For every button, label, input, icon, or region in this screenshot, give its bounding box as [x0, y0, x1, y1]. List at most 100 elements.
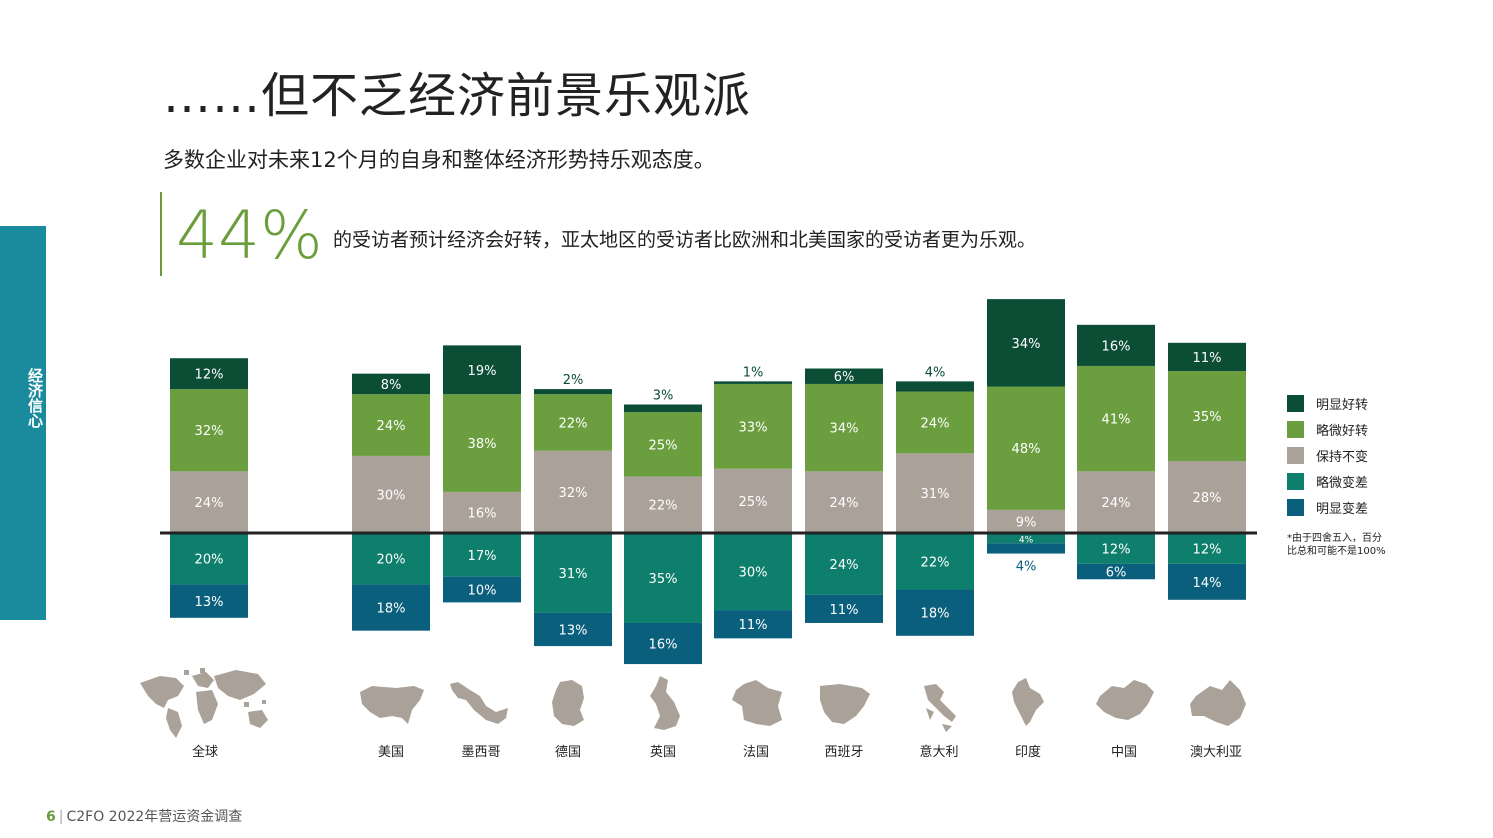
- bar-slightly-worse: [896, 533, 974, 590]
- label-much-worse: 11%: [739, 618, 768, 633]
- bar-much-worse: [1077, 563, 1155, 580]
- category-label: 德国: [554, 745, 581, 760]
- bar-slightly-better: [805, 383, 883, 472]
- label-slightly-better: 24%: [921, 416, 950, 431]
- label-much-better: 1%: [743, 365, 764, 380]
- bar-unchanged: [534, 450, 612, 533]
- germany-map-icon: [552, 680, 584, 726]
- page-number: 6: [46, 809, 56, 825]
- label-slightly-worse: 20%: [195, 553, 224, 568]
- side-tab: 经济信心: [0, 226, 46, 620]
- legend-item-slightly-worse: 略微变差: [1287, 468, 1368, 494]
- bar-slightly-worse: [1168, 533, 1246, 564]
- legend-item-much-worse: 明显变差: [1287, 494, 1368, 520]
- bar-much-worse: [987, 543, 1065, 554]
- highlight-stat: 44%: [176, 197, 323, 274]
- bar-unchanged: [443, 491, 521, 533]
- label-slightly-better: 24%: [377, 419, 406, 434]
- label-much-worse: 11%: [830, 603, 859, 618]
- label-unchanged: 32%: [559, 486, 588, 501]
- italy-map-icon: [924, 684, 956, 732]
- category-label: 澳大利亚: [1189, 745, 1242, 760]
- china-map-icon: [1096, 680, 1154, 720]
- label-much-better: 19%: [468, 364, 497, 379]
- bar-much-better: [805, 368, 883, 384]
- label-much-worse: 16%: [649, 638, 678, 653]
- bar-much-worse: [624, 622, 702, 665]
- label-slightly-worse: 4%: [1019, 535, 1034, 545]
- label-slightly-worse: 17%: [468, 549, 497, 564]
- bar-much-better: [534, 389, 612, 395]
- legend-label: 明显好转: [1316, 397, 1369, 413]
- bar-much-better: [714, 381, 792, 384]
- label-much-worse: 13%: [195, 595, 224, 610]
- label-unchanged: 31%: [921, 487, 950, 502]
- bar-slightly-better: [1168, 371, 1246, 462]
- label-slightly-worse: 31%: [559, 567, 588, 582]
- label-slightly-better: 34%: [830, 422, 859, 437]
- label-much-worse: 18%: [921, 607, 950, 622]
- bar-unchanged: [714, 468, 792, 533]
- label-much-better: 2%: [563, 373, 584, 388]
- footer: 6 | C2FO 2022年营运资金调查: [46, 809, 243, 825]
- bar-much-better: [624, 404, 702, 413]
- bar-slightly-worse: [714, 533, 792, 611]
- label-slightly-better: 25%: [649, 438, 678, 453]
- bar-much-worse: [714, 610, 792, 639]
- world-map-icon: [140, 668, 268, 738]
- bar-much-worse: [534, 612, 612, 647]
- label-much-better: 12%: [195, 368, 224, 383]
- label-slightly-better: 33%: [739, 420, 768, 435]
- bar-slightly-better: [1077, 365, 1155, 472]
- label-much-better: 3%: [653, 389, 674, 404]
- bar-slightly-better: [443, 394, 521, 492]
- bar-slightly-better: [714, 383, 792, 469]
- bar-slightly-better: [170, 389, 248, 472]
- label-slightly-worse: 22%: [921, 555, 950, 570]
- bar-much-worse: [170, 584, 248, 618]
- label-unchanged: 24%: [830, 496, 859, 511]
- bar-slightly-worse: [443, 533, 521, 577]
- label-slightly-worse: 24%: [830, 558, 859, 573]
- label-slightly-better: 48%: [1012, 442, 1041, 457]
- bar-much-better: [896, 381, 974, 392]
- category-label: 美国: [377, 745, 404, 760]
- label-much-better: 8%: [381, 378, 402, 393]
- label-much-worse: 6%: [1106, 566, 1127, 581]
- bar-unchanged: [1077, 471, 1155, 533]
- label-much-worse: 13%: [559, 623, 588, 638]
- bar-slightly-better: [987, 386, 1065, 510]
- bar-slightly-worse: [534, 533, 612, 613]
- bar-slightly-better: [352, 394, 430, 456]
- bar-unchanged: [896, 453, 974, 533]
- legend-swatch: [1287, 446, 1304, 464]
- legend-item-much-better: 明显好转: [1287, 390, 1368, 416]
- bar-unchanged: [1168, 461, 1246, 533]
- rounding-note: *由于四舍五入，百分比总和可能不是100%: [1287, 533, 1386, 557]
- label-slightly-worse: 20%: [377, 553, 406, 568]
- legend-item-slightly-better: 略微好转: [1287, 416, 1368, 442]
- category-label: 中国: [1110, 745, 1137, 760]
- bar-slightly-worse: [805, 533, 883, 595]
- bar-slightly-better: [896, 391, 974, 454]
- uk-map-icon: [650, 676, 680, 730]
- label-slightly-worse: 35%: [649, 572, 678, 587]
- label-unchanged: 22%: [649, 499, 678, 514]
- label-slightly-worse: 12%: [1193, 542, 1222, 557]
- bar-unchanged: [352, 455, 430, 533]
- bar-unchanged: [624, 476, 702, 533]
- legend-label: 明显变差: [1316, 501, 1369, 517]
- bar-much-better: [352, 373, 430, 395]
- france-map-icon: [732, 680, 782, 726]
- label-much-worse: 10%: [468, 584, 497, 599]
- legend-label: 略微好转: [1316, 423, 1369, 439]
- label-slightly-better: 41%: [1102, 413, 1131, 428]
- label-much-better: 6%: [834, 370, 855, 385]
- legend-swatch: [1287, 394, 1304, 412]
- bar-slightly-worse: [987, 533, 1065, 544]
- bar-slightly-worse: [624, 533, 702, 623]
- label-slightly-better: 32%: [195, 424, 224, 439]
- legend-swatch: [1287, 472, 1304, 490]
- footer-text: C2FO 2022年营运资金调查: [66, 809, 243, 825]
